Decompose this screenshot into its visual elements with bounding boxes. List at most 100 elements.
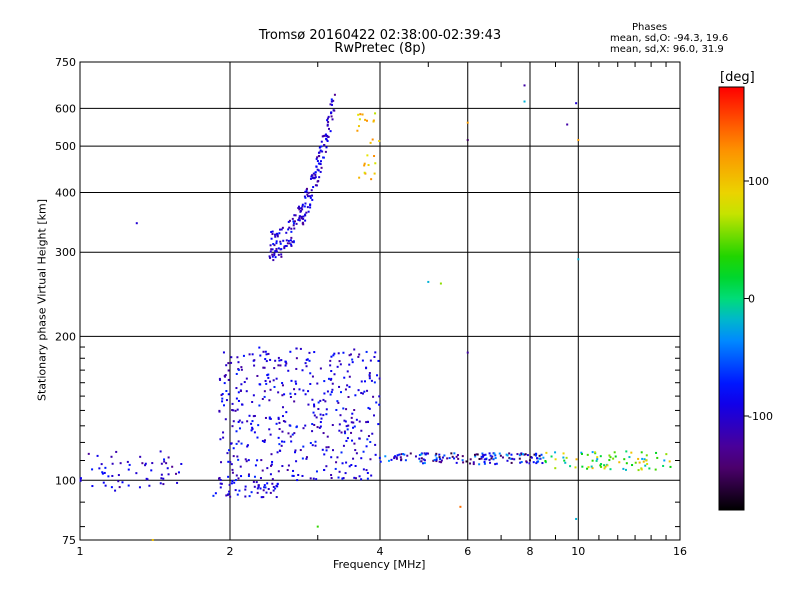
- data-point: [374, 112, 377, 115]
- data-point: [253, 475, 256, 478]
- y-tick-label: 100: [55, 474, 76, 487]
- data-point: [440, 461, 443, 464]
- data-point: [257, 484, 260, 487]
- data-point: [399, 456, 402, 459]
- data-point: [325, 408, 328, 411]
- data-point: [634, 461, 637, 464]
- data-point: [231, 409, 234, 412]
- data-point: [272, 379, 275, 382]
- data-point: [309, 203, 312, 206]
- data-point: [360, 457, 363, 460]
- data-point: [283, 393, 286, 396]
- data-point: [346, 370, 349, 373]
- data-point: [162, 483, 165, 486]
- data-point: [290, 244, 293, 247]
- data-point: [263, 440, 266, 443]
- data-point: [438, 456, 441, 459]
- data-point: [289, 435, 292, 438]
- y-tick-label: 200: [55, 330, 76, 343]
- data-point: [244, 495, 247, 498]
- data-point: [314, 440, 317, 443]
- data-point: [317, 155, 320, 158]
- data-point: [420, 460, 423, 463]
- data-point: [278, 428, 281, 431]
- data-point: [518, 457, 521, 460]
- data-point: [117, 480, 120, 483]
- data-point: [138, 486, 141, 489]
- data-point: [367, 421, 370, 424]
- data-point: [278, 421, 281, 424]
- data-point: [365, 469, 368, 472]
- colorbar: [718, 86, 745, 511]
- data-point: [322, 398, 325, 401]
- data-point: [342, 351, 345, 354]
- data-point: [307, 390, 310, 393]
- data-point: [455, 455, 458, 458]
- data-point: [221, 393, 224, 396]
- data-point: [277, 391, 280, 394]
- data-point: [331, 449, 334, 452]
- data-point: [355, 452, 358, 455]
- data-point: [334, 467, 337, 470]
- data-point: [319, 163, 322, 166]
- data-point: [315, 478, 318, 481]
- data-point: [427, 280, 430, 283]
- data-point: [166, 467, 169, 470]
- data-point: [271, 460, 274, 463]
- data-point: [290, 440, 293, 443]
- data-point: [501, 456, 504, 459]
- data-point: [225, 364, 228, 367]
- data-point: [271, 478, 274, 481]
- data-point: [641, 457, 644, 460]
- data-point: [79, 478, 82, 481]
- data-point: [288, 219, 291, 222]
- data-point: [104, 484, 107, 487]
- data-point: [472, 463, 475, 466]
- data-point: [309, 372, 312, 375]
- data-point: [275, 247, 278, 250]
- data-point: [484, 453, 487, 456]
- data-point: [378, 377, 381, 380]
- data-point: [303, 195, 306, 198]
- data-point: [311, 194, 314, 197]
- data-point: [348, 363, 351, 366]
- data-point: [323, 380, 326, 383]
- data-point: [229, 461, 232, 464]
- data-point: [577, 258, 580, 261]
- data-point: [277, 416, 280, 419]
- data-point: [435, 458, 438, 461]
- data-point: [335, 408, 338, 411]
- data-point: [596, 458, 599, 461]
- data-point: [306, 358, 309, 361]
- data-point: [135, 472, 138, 475]
- data-point: [321, 150, 324, 153]
- data-point: [327, 120, 330, 123]
- data-point: [345, 461, 348, 464]
- data-point: [240, 383, 243, 386]
- data-point: [220, 482, 223, 485]
- data-point: [330, 111, 333, 114]
- data-point: [281, 415, 284, 418]
- data-point: [316, 160, 319, 163]
- data-point: [439, 282, 442, 285]
- data-point: [524, 453, 527, 456]
- data-point: [357, 125, 360, 128]
- data-point: [344, 432, 347, 435]
- data-point: [159, 450, 162, 453]
- data-point: [535, 462, 538, 465]
- data-point: [459, 505, 462, 508]
- data-point: [489, 454, 492, 457]
- data-point: [275, 496, 278, 499]
- data-point: [292, 240, 295, 243]
- data-point: [337, 476, 340, 479]
- data-point: [294, 380, 297, 383]
- data-point: [338, 385, 341, 388]
- data-point: [373, 355, 376, 358]
- data-point: [235, 372, 238, 375]
- data-point: [314, 171, 317, 174]
- data-point: [327, 135, 330, 138]
- data-point: [252, 480, 255, 483]
- data-point: [623, 458, 626, 461]
- data-point: [638, 461, 641, 464]
- data-point: [283, 440, 286, 443]
